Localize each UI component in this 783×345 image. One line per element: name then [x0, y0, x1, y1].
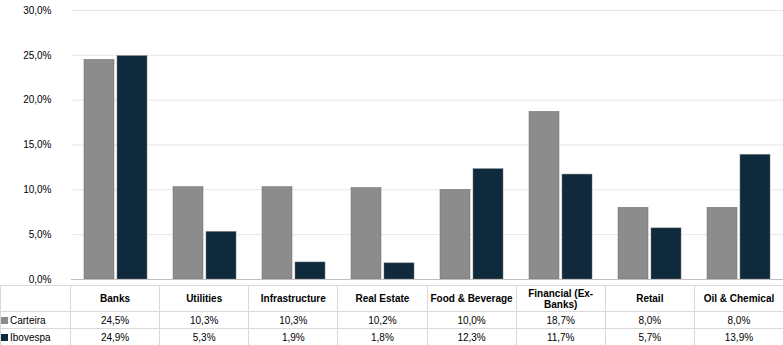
html-text:Carteira: Carteira: [10, 314, 46, 326]
html-text:8,0%: 8,0%: [638, 314, 662, 326]
html-text:11,7%: 11,7%: [546, 331, 575, 343]
svg-text:10,0%: 10,0%: [23, 184, 51, 195]
html-text:Financial (Ex-Banks): Financial (Ex-Banks): [528, 287, 594, 310]
html-text:12,3%: 12,3%: [457, 331, 486, 343]
html-text:1,9%: 1,9%: [281, 331, 305, 343]
html-text:10,3%: 10,3%: [190, 314, 219, 326]
html-text:13,9%: 13,9%: [724, 331, 754, 343]
html-text:Ibovespa: Ibovespa: [10, 331, 51, 343]
svg-text:5,0%: 5,0%: [29, 229, 52, 240]
html-text:24,5%: 24,5%: [100, 314, 130, 326]
html-text:5,7%: 5,7%: [638, 331, 662, 343]
html-text:Oil & Chemical: Oil & Chemical: [703, 293, 775, 304]
html-text:10,2%: 10,2%: [368, 314, 397, 326]
svg-text:25,0%: 25,0%: [23, 50, 51, 61]
svg-text:0,0%: 0,0%: [29, 274, 52, 285]
html-text:5,3%: 5,3%: [192, 331, 216, 343]
html-text:Utilities: Utilities: [186, 293, 223, 304]
html-text:18,7%: 18,7%: [546, 314, 575, 326]
html-text:Banks: Banks: [100, 293, 131, 304]
html-text:24,9%: 24,9%: [100, 331, 130, 343]
html-text:Retail: Retail: [636, 293, 664, 304]
html-text:1,8%: 1,8%: [371, 331, 394, 343]
svg-text:30,0%: 30,0%: [23, 5, 51, 16]
html-text:8,0%: 8,0%: [727, 314, 751, 326]
html-text:10,0%: 10,0%: [457, 314, 486, 326]
html-text:Infrastructure: Infrastructure: [260, 293, 326, 304]
html-text:10,3%: 10,3%: [279, 314, 308, 326]
html-text:Real Estate: Real Estate: [355, 293, 410, 304]
svg-text:20,0%: 20,0%: [23, 94, 51, 105]
svg-text:15,0%: 15,0%: [23, 139, 51, 150]
html-text:Food & Beverage: Food & Beverage: [430, 293, 513, 304]
